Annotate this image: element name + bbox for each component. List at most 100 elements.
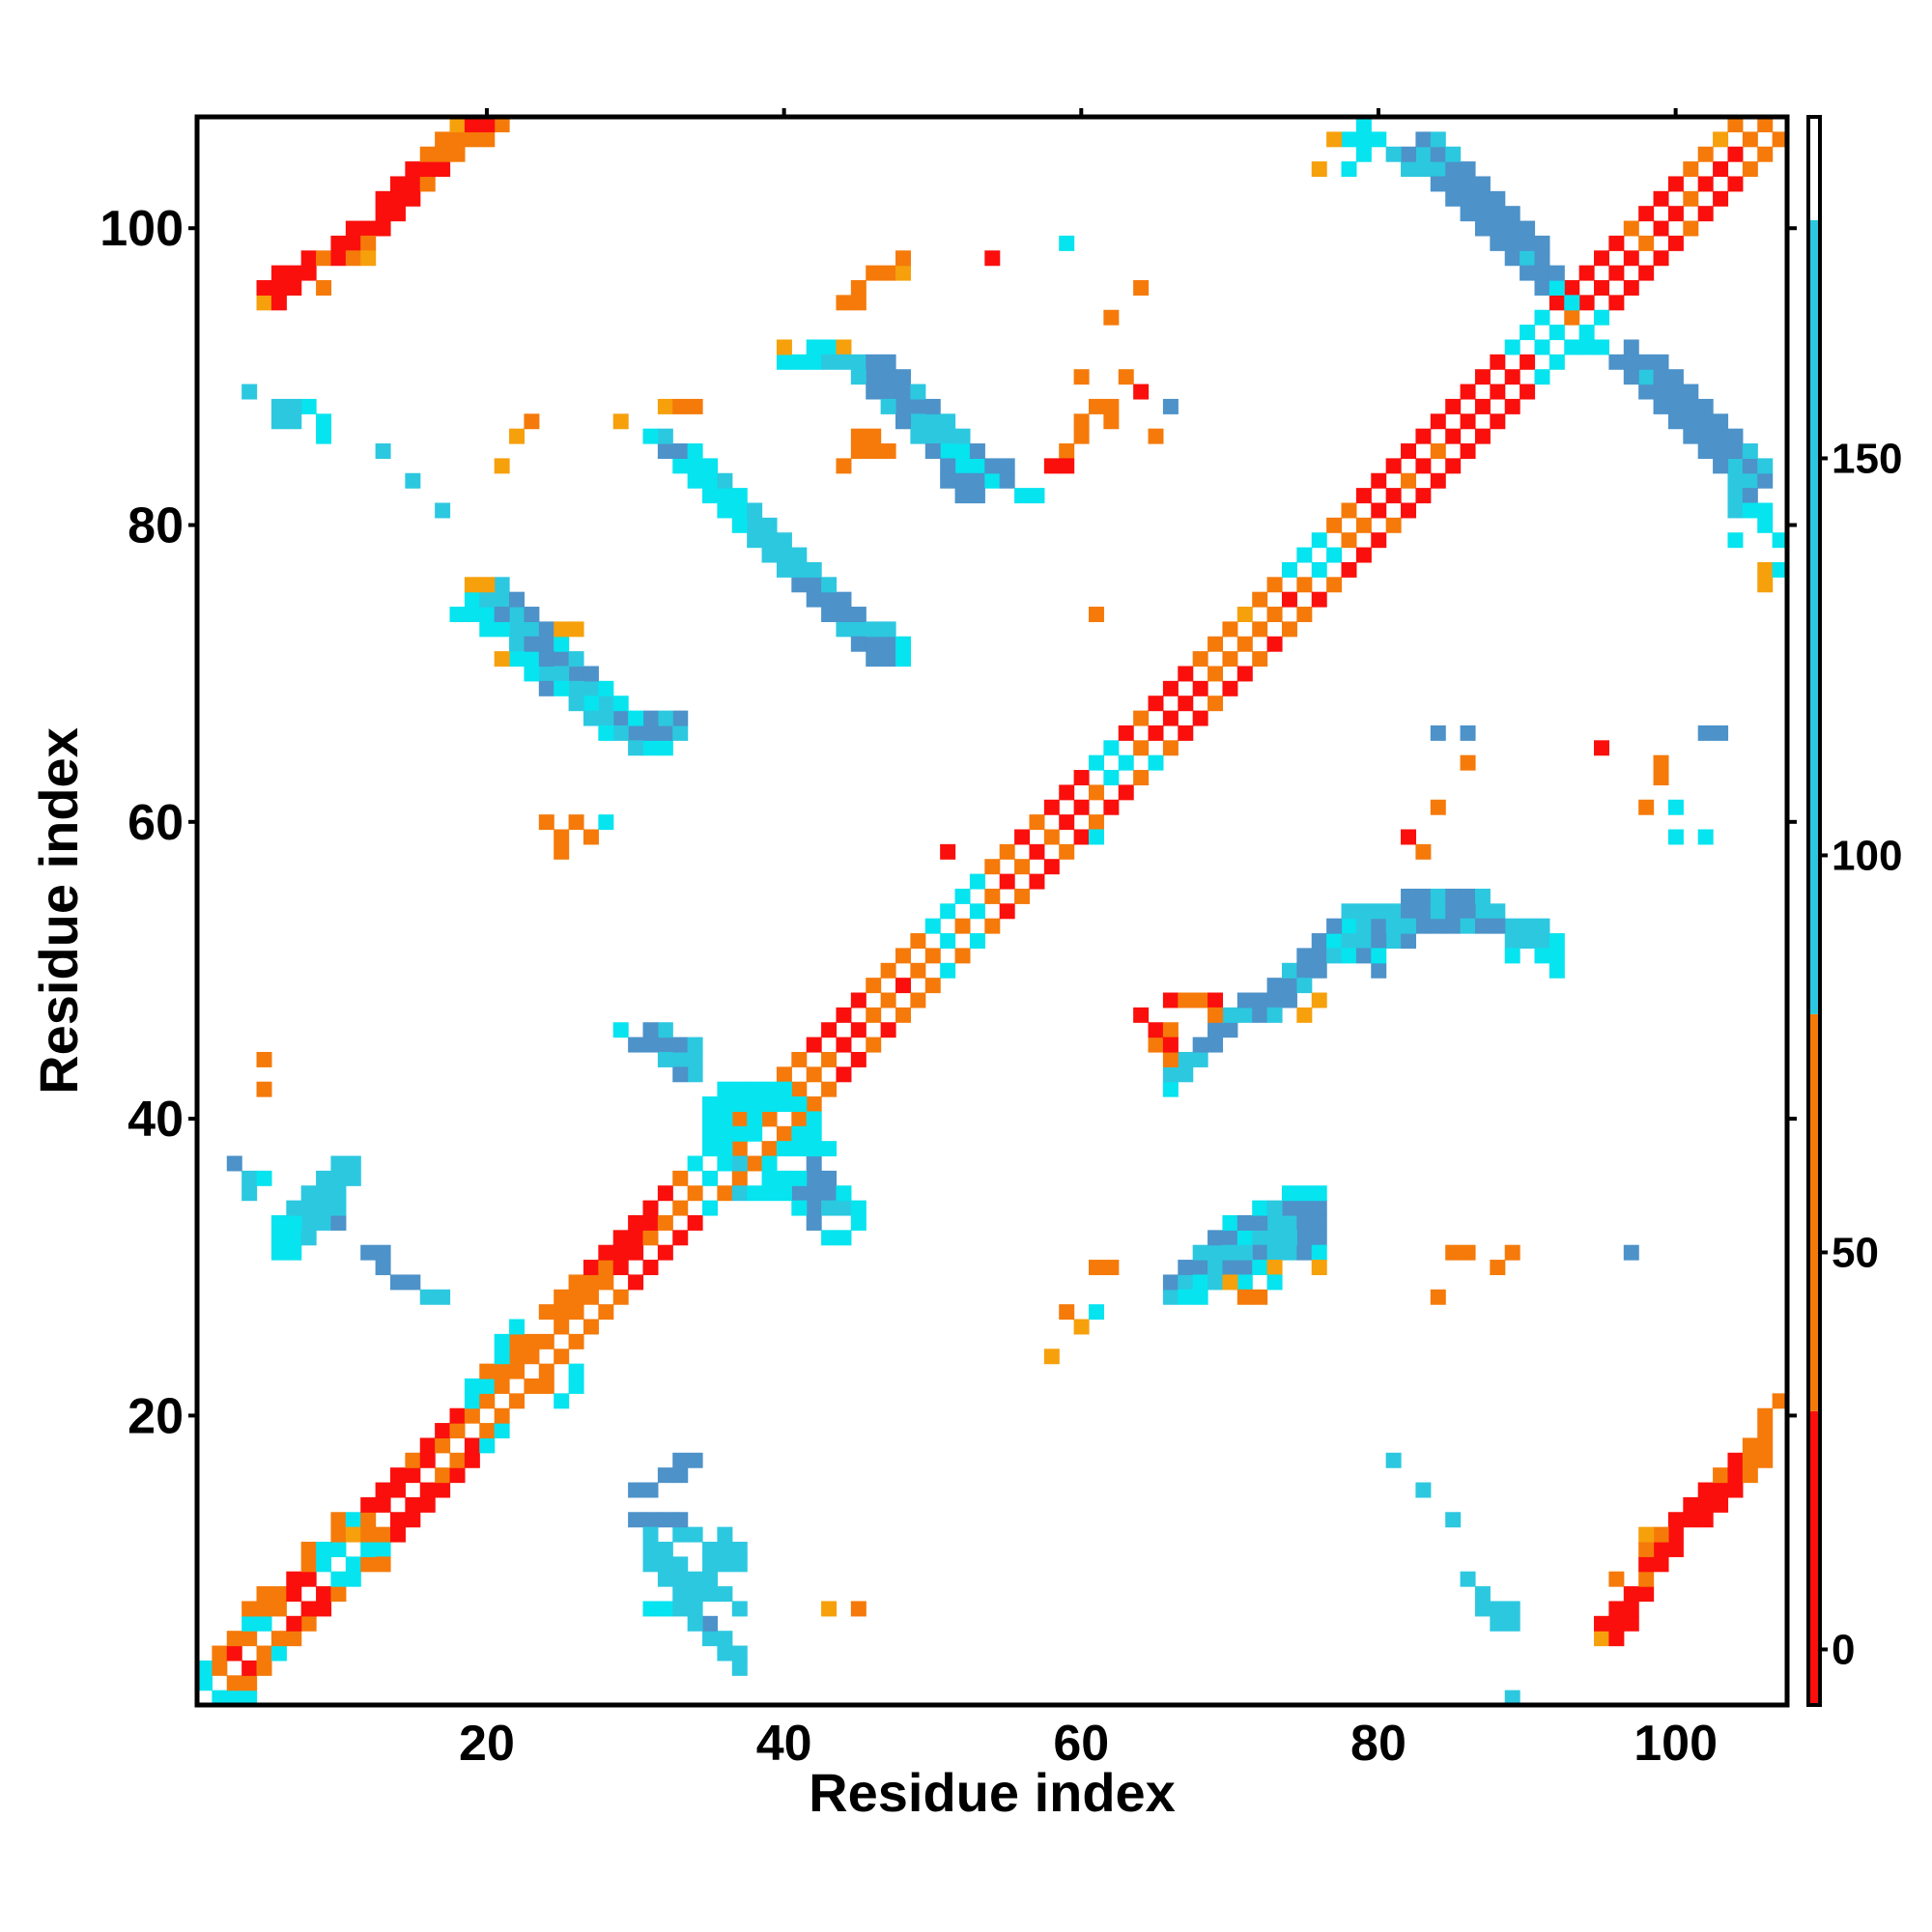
heatmap-cell	[435, 131, 451, 148]
heatmap-cell	[1103, 413, 1120, 430]
heatmap-cell	[449, 1407, 466, 1424]
y-tick-label: 60	[128, 795, 184, 851]
heatmap-cell	[1266, 992, 1283, 1009]
heatmap-cell	[1564, 309, 1580, 326]
heatmap-cell	[612, 1289, 629, 1305]
heatmap-cell	[300, 265, 317, 281]
heatmap-cell	[479, 621, 496, 638]
heatmap-cell	[197, 1675, 213, 1691]
heatmap-cell	[612, 724, 629, 741]
heatmap-cell	[1222, 1260, 1238, 1276]
heatmap-cell	[717, 1125, 733, 1142]
heatmap-cell	[286, 1571, 302, 1587]
heatmap-cell	[880, 636, 896, 652]
heatmap-cell	[1445, 918, 1462, 934]
heatmap-cell	[791, 577, 808, 593]
heatmap-cell	[242, 1615, 258, 1632]
heatmap-cell	[657, 1244, 673, 1261]
heatmap-cell	[1296, 962, 1313, 979]
heatmap-cell	[419, 1437, 436, 1454]
heatmap-cell	[806, 1096, 822, 1113]
heatmap-cell	[866, 354, 882, 370]
heatmap-cell	[1667, 799, 1684, 815]
heatmap-cell	[642, 1200, 659, 1216]
heatmap-cell	[984, 458, 1001, 474]
heatmap-cell	[270, 1645, 287, 1662]
heatmap-cell	[1727, 146, 1744, 162]
heatmap-cell	[642, 1022, 659, 1038]
heatmap-cell	[1162, 1081, 1179, 1097]
heatmap-cell	[419, 146, 436, 162]
heatmap-cell	[1667, 398, 1684, 414]
heatmap-cell	[628, 1037, 644, 1053]
heatmap-cell	[612, 1244, 629, 1261]
heatmap-cell	[672, 724, 689, 741]
heatmap-cell	[1520, 235, 1536, 251]
heatmap-cell	[657, 740, 673, 756]
heatmap-cell	[924, 443, 941, 459]
heatmap-cell	[806, 1170, 822, 1186]
heatmap-cell	[1594, 250, 1609, 267]
heatmap-cell	[1371, 918, 1387, 934]
heatmap-cell	[1430, 918, 1446, 934]
colorbar-band	[1808, 1013, 1820, 1411]
heatmap-cell	[806, 577, 822, 593]
heatmap-cell	[419, 1482, 436, 1498]
heatmap-cell	[256, 1645, 272, 1662]
heatmap-cell	[1667, 235, 1684, 251]
heatmap-cell	[642, 1482, 659, 1498]
heatmap-cell	[717, 502, 733, 519]
heatmap-cell	[1697, 398, 1714, 414]
heatmap-cell	[642, 1230, 659, 1246]
heatmap-cell	[1638, 1526, 1655, 1543]
heatmap-cell	[375, 1260, 391, 1276]
heatmap-cell	[717, 1541, 733, 1557]
heatmap-cell	[1236, 1274, 1253, 1291]
heatmap-cell	[538, 651, 554, 668]
heatmap-cell	[1683, 161, 1699, 178]
heatmap-cell	[880, 1022, 896, 1038]
heatmap-cell	[642, 1214, 659, 1231]
heatmap-cell	[731, 1556, 748, 1573]
heatmap-cell	[568, 1378, 584, 1394]
heatmap-cell	[1742, 502, 1758, 519]
heatmap-cell	[687, 1452, 703, 1468]
heatmap-cell	[435, 1482, 451, 1498]
heatmap-cell	[1311, 992, 1327, 1009]
heatmap-cell	[1178, 696, 1194, 712]
heatmap-cell	[1415, 888, 1432, 904]
heatmap-cell	[286, 1615, 302, 1632]
heatmap-cell	[405, 1274, 421, 1291]
heatmap-cell	[1415, 488, 1432, 504]
heatmap-cell	[1594, 309, 1609, 326]
heatmap-cell	[286, 280, 302, 296]
heatmap-cell	[672, 1556, 689, 1573]
heatmap-cell	[598, 724, 614, 741]
heatmap-cell	[731, 1111, 748, 1127]
heatmap-cell	[1490, 1601, 1506, 1617]
heatmap-cell	[419, 176, 436, 192]
heatmap-cell	[761, 532, 778, 549]
heatmap-cell	[598, 1244, 614, 1261]
heatmap-cell	[731, 488, 748, 504]
heatmap-cell	[1757, 1452, 1774, 1468]
heatmap-cell	[1460, 754, 1476, 771]
heatmap-cell	[554, 651, 570, 668]
heatmap-cell	[1266, 607, 1283, 622]
heatmap-cell	[1460, 161, 1476, 178]
x-tick-label: 40	[756, 1716, 812, 1772]
heatmap-cell	[286, 398, 302, 414]
heatmap-cell	[821, 1230, 838, 1246]
heatmap-cell	[880, 384, 896, 400]
heatmap-cell	[300, 250, 317, 267]
heatmap-cell	[524, 1333, 540, 1350]
heatmap-cell	[375, 1496, 391, 1513]
heatmap-cell	[791, 1111, 808, 1127]
heatmap-cell	[345, 1526, 361, 1543]
heatmap-cell	[375, 1482, 391, 1498]
heatmap-cell	[969, 472, 985, 489]
heatmap-cell	[687, 1526, 703, 1543]
heatmap-cell	[1311, 161, 1327, 178]
heatmap-cell	[1757, 517, 1774, 533]
heatmap-cell	[524, 607, 540, 622]
